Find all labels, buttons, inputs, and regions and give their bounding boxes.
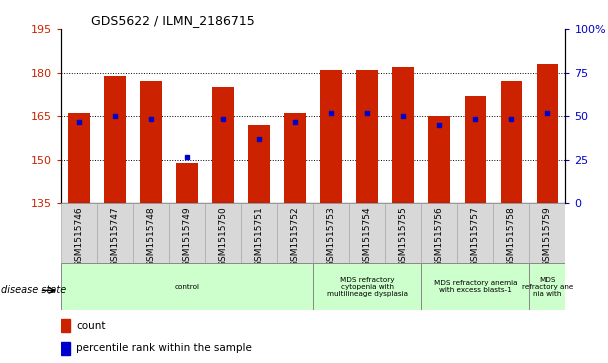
FancyBboxPatch shape xyxy=(61,203,97,263)
FancyBboxPatch shape xyxy=(97,203,133,263)
FancyBboxPatch shape xyxy=(530,203,565,263)
FancyBboxPatch shape xyxy=(241,203,277,263)
Text: GSM1515751: GSM1515751 xyxy=(255,206,263,267)
Bar xyxy=(465,96,486,203)
Text: GSM1515755: GSM1515755 xyxy=(399,206,408,267)
Bar xyxy=(500,81,522,203)
FancyBboxPatch shape xyxy=(493,203,530,263)
Bar xyxy=(104,76,126,203)
Text: GDS5622 / ILMN_2186715: GDS5622 / ILMN_2186715 xyxy=(91,15,255,28)
FancyBboxPatch shape xyxy=(169,203,205,263)
Text: GSM1515752: GSM1515752 xyxy=(291,206,300,267)
Bar xyxy=(140,81,162,203)
FancyBboxPatch shape xyxy=(457,203,493,263)
FancyBboxPatch shape xyxy=(421,203,457,263)
Bar xyxy=(537,64,558,203)
Bar xyxy=(61,342,70,355)
Text: GSM1515748: GSM1515748 xyxy=(147,206,156,267)
Text: GSM1515758: GSM1515758 xyxy=(507,206,516,267)
Text: MDS refractory anemia
with excess blasts-1: MDS refractory anemia with excess blasts… xyxy=(434,280,517,293)
Text: GSM1515757: GSM1515757 xyxy=(471,206,480,267)
Text: GSM1515750: GSM1515750 xyxy=(218,206,227,267)
Bar xyxy=(392,67,414,203)
Bar xyxy=(429,116,450,203)
Text: GSM1515756: GSM1515756 xyxy=(435,206,444,267)
FancyBboxPatch shape xyxy=(277,203,313,263)
Bar xyxy=(320,70,342,203)
Bar xyxy=(356,70,378,203)
FancyBboxPatch shape xyxy=(133,203,169,263)
Text: MDS
refractory ane
nia with: MDS refractory ane nia with xyxy=(522,277,573,297)
FancyBboxPatch shape xyxy=(61,263,313,310)
Text: control: control xyxy=(174,284,199,290)
Text: GSM1515759: GSM1515759 xyxy=(543,206,552,267)
Bar xyxy=(248,125,270,203)
Bar xyxy=(212,87,234,203)
Text: disease state: disease state xyxy=(1,285,66,295)
Bar xyxy=(285,113,306,203)
FancyBboxPatch shape xyxy=(313,203,349,263)
FancyBboxPatch shape xyxy=(205,203,241,263)
FancyBboxPatch shape xyxy=(313,263,421,310)
Text: GSM1515754: GSM1515754 xyxy=(363,206,371,267)
FancyBboxPatch shape xyxy=(385,203,421,263)
FancyBboxPatch shape xyxy=(349,203,385,263)
Text: percentile rank within the sample: percentile rank within the sample xyxy=(76,343,252,354)
FancyBboxPatch shape xyxy=(421,263,530,310)
Text: GSM1515753: GSM1515753 xyxy=(326,206,336,267)
Text: GSM1515747: GSM1515747 xyxy=(111,206,119,267)
Text: count: count xyxy=(76,321,105,331)
FancyBboxPatch shape xyxy=(530,263,565,310)
Bar xyxy=(176,163,198,203)
Text: GSM1515749: GSM1515749 xyxy=(182,206,192,267)
Bar xyxy=(68,113,89,203)
Text: MDS refractory
cytopenia with
multilineage dysplasia: MDS refractory cytopenia with multilinea… xyxy=(326,277,408,297)
Text: GSM1515746: GSM1515746 xyxy=(74,206,83,267)
Bar xyxy=(61,319,70,333)
